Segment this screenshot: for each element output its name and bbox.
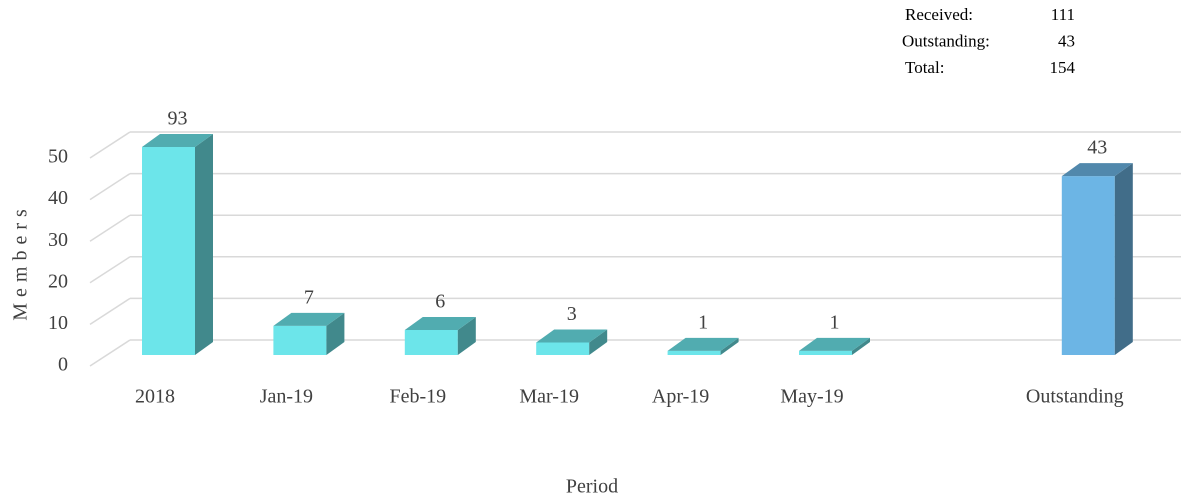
- x-tick-label: Mar-19: [519, 386, 579, 408]
- bar: [273, 312, 345, 355]
- grid-line: [89, 172, 131, 201]
- bar-top: [142, 134, 213, 147]
- x-tick-label: Feb-19: [389, 386, 446, 408]
- y-tick-label: 0: [58, 354, 68, 376]
- bar-side: [589, 329, 608, 355]
- bar-front: [536, 342, 590, 355]
- bar-side: [195, 134, 213, 355]
- y-tick-label: 10: [48, 312, 68, 334]
- bar-front: [142, 147, 195, 355]
- bar-front: [273, 325, 327, 355]
- x-tick-label: May-19: [780, 386, 843, 408]
- value-label: 1: [830, 311, 840, 333]
- y-tick-label: 20: [48, 270, 68, 292]
- value-label: 1: [698, 311, 708, 333]
- bar: [404, 317, 476, 355]
- bar-front: [1061, 176, 1115, 355]
- bar-side: [457, 317, 476, 355]
- bar-top: [404, 317, 476, 331]
- bar-front: [799, 350, 852, 355]
- value-label: 7: [304, 286, 314, 308]
- bar: [1061, 163, 1133, 355]
- bar-front: [404, 330, 458, 355]
- x-tick-label: 2018: [135, 386, 175, 408]
- annotation-value: 154: [1050, 58, 1076, 77]
- annotation-value: 43: [1058, 31, 1075, 50]
- bar-top: [536, 329, 608, 343]
- value-label: 43: [1087, 137, 1107, 159]
- x-axis-title: Period: [566, 476, 618, 498]
- bar-top: [1061, 163, 1133, 177]
- bar-side: [852, 337, 870, 355]
- bar-side: [720, 337, 739, 355]
- y-tick-label: 40: [48, 187, 68, 209]
- y-tick-label: 50: [48, 146, 68, 168]
- grid-line: [89, 214, 131, 242]
- bar: [536, 329, 608, 355]
- annotation-label: Total:: [905, 58, 944, 77]
- annotation-label: Outstanding:: [902, 31, 990, 50]
- value-label: 6: [435, 291, 445, 313]
- bar-side: [326, 312, 345, 355]
- y-tick-label: 30: [48, 229, 68, 251]
- x-tick-label: Apr-19: [652, 386, 709, 408]
- grid-line: [89, 339, 131, 367]
- x-tick-label: Outstanding: [1026, 386, 1124, 408]
- grid-line: [89, 256, 131, 284]
- value-label: 3: [567, 303, 577, 325]
- bar: [142, 134, 213, 355]
- bar-top: [273, 312, 345, 326]
- grid-line: [89, 131, 131, 159]
- annotation-value: 111: [1051, 5, 1075, 24]
- bar-side: [1114, 163, 1133, 355]
- bar-front: [667, 350, 721, 355]
- annotation-label: Received:: [905, 5, 973, 24]
- value-label: 93: [168, 108, 188, 130]
- x-tick-label: Jan-19: [260, 386, 313, 408]
- grid-line: [89, 297, 131, 326]
- bar-top: [799, 337, 870, 351]
- bar: [667, 337, 739, 355]
- y-axis-title: Members: [10, 203, 32, 321]
- bar-top: [667, 337, 739, 351]
- bar: [799, 337, 870, 355]
